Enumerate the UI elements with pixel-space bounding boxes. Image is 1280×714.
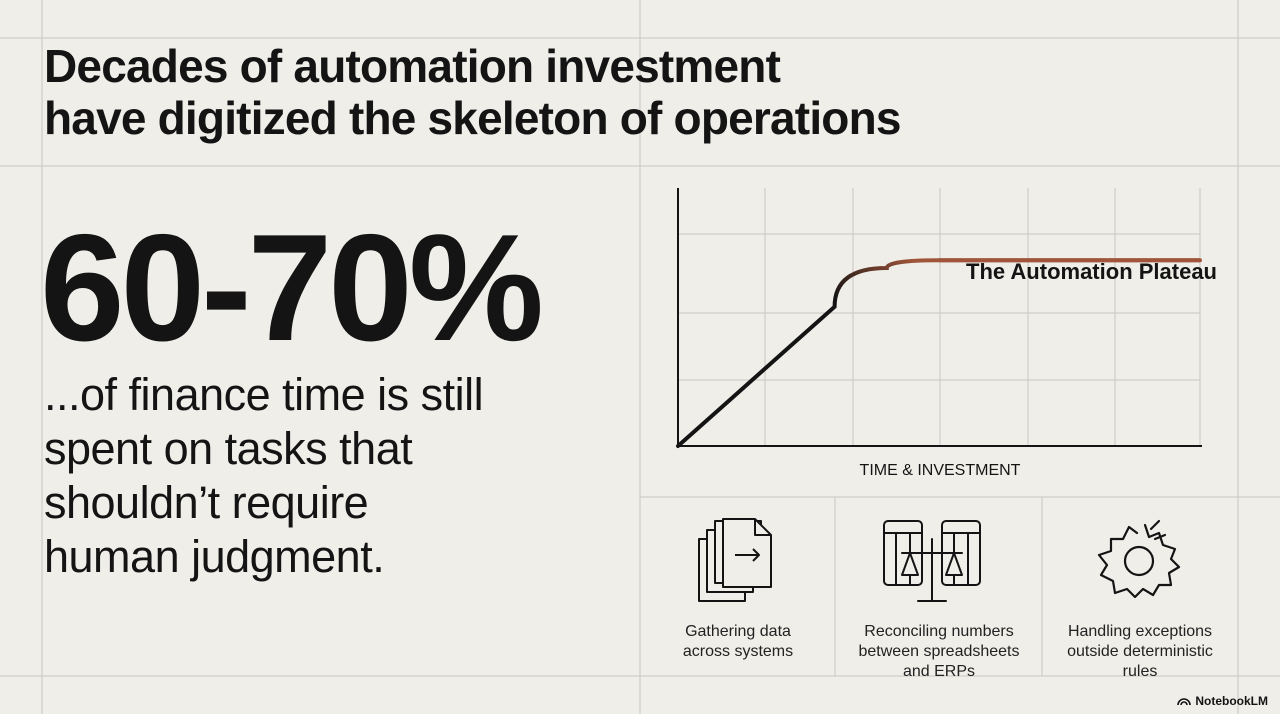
series-line (676, 258, 1202, 448)
plateau-annotation: The Automation Plateau (966, 259, 1217, 284)
headline-statistic: 60-70% (40, 203, 544, 373)
task-label-gathering-data: Gathering data across systems (682, 623, 794, 660)
statistic-description-line: ...of finance time is still (44, 369, 484, 420)
automation-plateau-chart: The Automation Plateau TIME & INVESTMENT (676, 188, 1217, 479)
document-stack-icon (698, 518, 772, 602)
task-label-reconciling-numbers: Reconciling numbers between spreadsheets… (858, 623, 1020, 680)
statistic-description-line: spent on tasks that (44, 423, 413, 474)
page-title: Decades of automation investment have di… (44, 40, 901, 144)
statistic-description-line: human judgment. (44, 531, 385, 582)
title-line-1: Decades of automation investment (44, 40, 781, 92)
brand-label: NotebookLM (1195, 694, 1268, 708)
notebooklm-brand: NotebookLM (1177, 694, 1268, 708)
statistic-description-line: shouldn’t require (44, 477, 369, 528)
x-axis-label: TIME & INVESTMENT (860, 462, 1021, 479)
scale-balance-icon (883, 520, 981, 602)
notebooklm-logo-icon (1177, 698, 1192, 706)
title-line-2: have digitized the skeleton of operation… (44, 92, 901, 144)
broken-gear-icon (1097, 519, 1181, 599)
chart-grid (678, 188, 1201, 446)
statistic-description: ...of finance time is still spent on tas… (44, 368, 604, 584)
task-label-handling-exceptions: Handling exceptions outside deterministi… (1067, 623, 1213, 680)
